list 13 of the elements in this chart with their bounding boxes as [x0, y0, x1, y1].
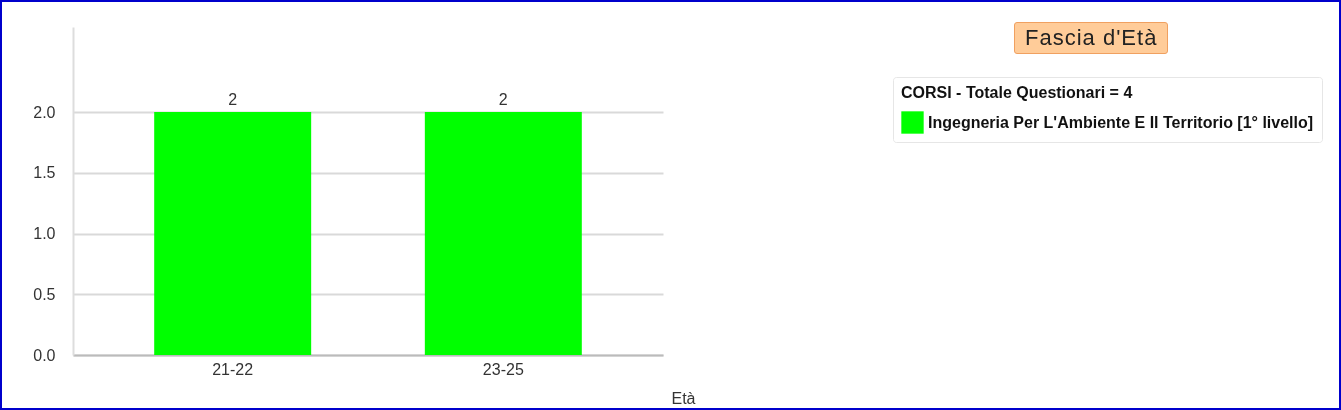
data-label: 2 [498, 91, 508, 109]
x-tick-label: 21-22 [212, 360, 254, 378]
y-tick-label: 0.5 [33, 285, 56, 303]
y-tick-label: 2.0 [33, 103, 56, 121]
y-tick-label: 1.5 [33, 164, 56, 182]
x-axis-title: Età [671, 389, 696, 407]
text: Fascia d'Età [1014, 22, 1169, 54]
legend-title: CORSI - Totale Questionari = 4 [901, 84, 1133, 101]
legend-label: Ingegneria Per L'Ambiente E Il Territorio [1° livello] [928, 113, 1314, 131]
data-label: 2 [228, 91, 238, 109]
x-tick-label: 23-25 [482, 360, 524, 378]
y-tick-label: 0.0 [33, 346, 56, 364]
y-tick-label: 1.0 [33, 225, 56, 243]
